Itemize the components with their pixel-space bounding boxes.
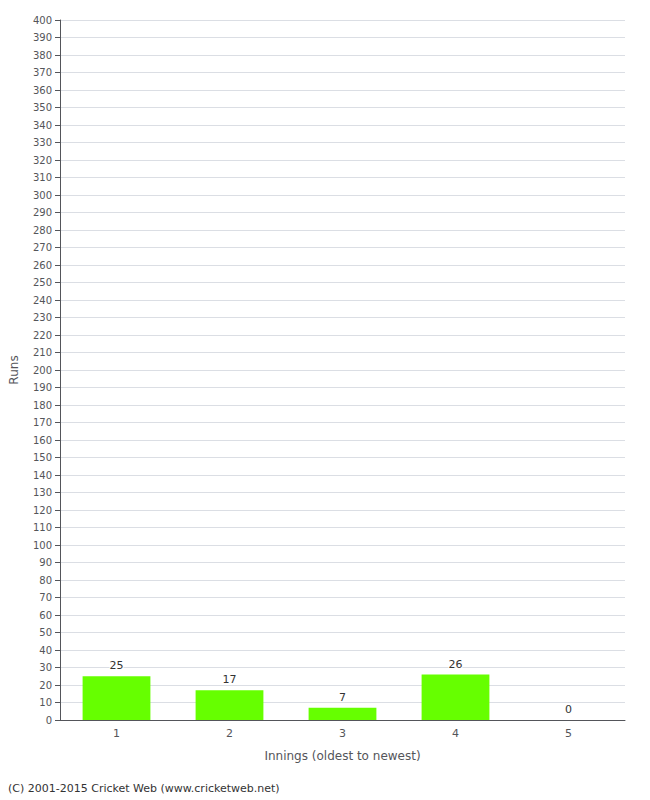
svg-text:280: 280: [33, 225, 52, 236]
svg-text:150: 150: [33, 452, 52, 463]
svg-text:300: 300: [33, 190, 52, 201]
svg-text:1: 1: [113, 727, 120, 740]
svg-text:190: 190: [33, 382, 52, 393]
svg-text:160: 160: [33, 435, 52, 446]
svg-text:5: 5: [565, 727, 572, 740]
svg-text:200: 200: [33, 365, 52, 376]
svg-text:7: 7: [339, 691, 346, 704]
svg-text:(C) 2001-2015 Cricket Web (www: (C) 2001-2015 Cricket Web (www.cricketwe…: [8, 782, 280, 795]
svg-text:370: 370: [33, 67, 52, 78]
svg-text:230: 230: [33, 312, 52, 323]
svg-text:30: 30: [39, 662, 52, 673]
svg-text:70: 70: [39, 592, 52, 603]
svg-text:110: 110: [33, 522, 52, 533]
svg-text:0: 0: [565, 703, 572, 716]
svg-text:20: 20: [39, 680, 52, 691]
svg-text:170: 170: [33, 417, 52, 428]
svg-text:250: 250: [33, 277, 52, 288]
svg-text:60: 60: [39, 610, 52, 621]
svg-text:4: 4: [452, 727, 459, 740]
svg-text:25: 25: [110, 659, 124, 672]
svg-text:2: 2: [226, 727, 233, 740]
svg-text:100: 100: [33, 540, 52, 551]
svg-text:210: 210: [33, 347, 52, 358]
svg-text:17: 17: [223, 673, 237, 686]
svg-text:80: 80: [39, 575, 52, 586]
svg-text:Innings (oldest to newest): Innings (oldest to newest): [264, 749, 420, 763]
svg-text:400: 400: [33, 15, 52, 26]
svg-text:260: 260: [33, 260, 52, 271]
svg-text:270: 270: [33, 242, 52, 253]
svg-text:10: 10: [39, 697, 52, 708]
svg-text:140: 140: [33, 470, 52, 481]
svg-text:240: 240: [33, 295, 52, 306]
svg-text:0: 0: [46, 715, 52, 726]
svg-text:90: 90: [39, 557, 52, 568]
svg-text:Runs: Runs: [7, 355, 21, 384]
svg-text:26: 26: [449, 658, 463, 671]
svg-text:290: 290: [33, 207, 52, 218]
svg-text:180: 180: [33, 400, 52, 411]
svg-text:120: 120: [33, 505, 52, 516]
svg-text:380: 380: [33, 50, 52, 61]
svg-text:50: 50: [39, 627, 52, 638]
svg-text:220: 220: [33, 330, 52, 341]
svg-text:130: 130: [33, 487, 52, 498]
svg-text:390: 390: [33, 32, 52, 43]
svg-text:340: 340: [33, 120, 52, 131]
svg-text:40: 40: [39, 645, 52, 656]
svg-text:3: 3: [339, 727, 346, 740]
svg-text:350: 350: [33, 102, 52, 113]
svg-text:330: 330: [33, 137, 52, 148]
svg-text:360: 360: [33, 85, 52, 96]
svg-text:310: 310: [33, 172, 52, 183]
svg-text:320: 320: [33, 155, 52, 166]
